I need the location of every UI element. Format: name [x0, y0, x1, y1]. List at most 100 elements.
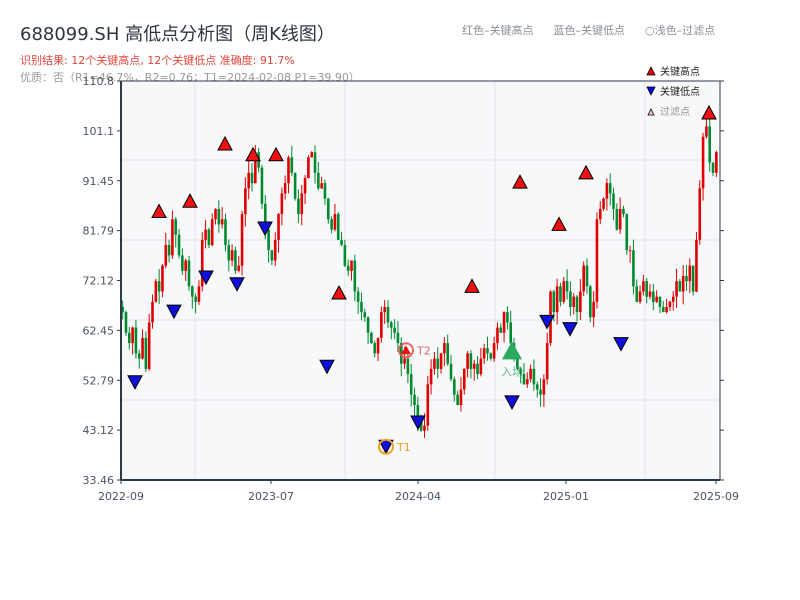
candle-body	[698, 188, 702, 240]
candle-body	[433, 358, 436, 369]
candle-body	[224, 219, 227, 246]
key-high-marker	[464, 278, 480, 293]
candle-body	[247, 172, 250, 189]
x-tick-label: 2024-04	[395, 490, 441, 503]
candle-body	[263, 203, 267, 230]
candle-body	[141, 337, 144, 359]
candle-body	[260, 167, 264, 204]
candle-body	[187, 260, 191, 287]
candle-body	[426, 384, 430, 426]
t2-circle	[398, 342, 414, 359]
candle-body	[191, 286, 194, 297]
candle-body	[346, 265, 350, 271]
candle-body	[396, 332, 400, 344]
candle-body	[542, 379, 546, 395]
candle-body	[174, 219, 178, 235]
candle-body	[608, 183, 612, 194]
legend-label: 过滤点	[660, 105, 690, 118]
candle-body	[436, 358, 440, 369]
candle-body	[582, 265, 585, 292]
candle-body	[642, 281, 645, 292]
candle-body	[336, 214, 340, 240]
candle-body	[618, 208, 622, 230]
candle-body	[214, 208, 217, 220]
candle-body	[671, 296, 675, 302]
candle-body	[589, 286, 592, 318]
x-tick-label: 2022-09	[98, 490, 144, 503]
candle-body	[516, 358, 519, 369]
candle-body	[509, 322, 513, 344]
candle-body	[502, 312, 506, 333]
candle-body	[506, 312, 509, 323]
legend-red-high: 红色–关键高点	[462, 24, 534, 37]
candle-body	[376, 337, 380, 354]
markers: T1 T2 入场	[127, 104, 717, 455]
legend-label: 关键低点	[660, 85, 700, 98]
candle-body	[489, 353, 493, 359]
candle-body	[237, 265, 241, 271]
key-low-marker	[504, 395, 520, 410]
candle-body	[147, 322, 151, 369]
candle-body	[456, 394, 459, 405]
candle-body	[270, 250, 274, 261]
candle-body	[356, 291, 360, 302]
candle-body	[545, 343, 549, 380]
legend-light-filtered: ○浅色–过滤点	[645, 24, 716, 37]
candle-body	[353, 260, 357, 292]
candle-body	[343, 245, 347, 266]
candle-body	[695, 239, 698, 292]
candle-body	[685, 276, 688, 282]
candle-body	[406, 358, 410, 375]
candle-body	[529, 368, 532, 380]
candle-body	[144, 337, 148, 369]
candle-body	[204, 229, 207, 240]
candle-body	[383, 306, 386, 313]
key-high-marker	[268, 146, 284, 162]
candle-body	[572, 296, 576, 307]
candle-body	[127, 332, 131, 344]
candle-body	[446, 343, 449, 364]
candle-body	[605, 183, 609, 199]
candle-body	[184, 260, 187, 271]
candle-body	[154, 281, 158, 302]
candle-body	[625, 214, 629, 251]
candle-body	[449, 363, 453, 380]
candle-body	[380, 312, 383, 338]
key-low-marker	[319, 359, 335, 375]
key-high-marker	[151, 203, 167, 219]
candle-body	[439, 353, 443, 369]
key-high-marker	[182, 193, 198, 208]
grid-lines	[121, 81, 720, 480]
candle-body	[287, 157, 290, 184]
candle-body	[177, 234, 181, 256]
candle-body	[234, 250, 237, 271]
candle-body	[124, 312, 128, 333]
candle-body	[390, 322, 393, 328]
candle-body	[602, 198, 605, 209]
candle-body	[552, 291, 556, 313]
y-tick-label: 72.12	[83, 275, 115, 288]
candle-body	[320, 183, 323, 189]
candle-body	[661, 306, 665, 313]
candle-body	[254, 152, 257, 184]
t2-label: T2	[416, 344, 431, 357]
candle-body	[469, 353, 473, 369]
candle-body	[373, 343, 377, 354]
result-summary: 识别结果: 12个关键高点, 12个关键低点 准确度: 91.7%	[20, 54, 295, 67]
candle-body	[429, 368, 433, 385]
candle-body	[532, 368, 536, 385]
candle-body	[244, 188, 247, 215]
key-high-marker	[331, 284, 347, 300]
candle-body	[648, 291, 652, 297]
candle-body	[313, 152, 317, 173]
key-low-marker	[410, 415, 426, 431]
key-high-marker	[512, 174, 528, 189]
axes: 110.8 101.1 91.45 81.79 72.12 62.45 52.79 43.12…	[83, 75, 739, 503]
candle-body	[240, 214, 244, 266]
candle-body	[121, 306, 124, 313]
key-high-marker	[217, 135, 233, 151]
candle-body	[220, 219, 224, 225]
candle-body	[393, 327, 396, 333]
